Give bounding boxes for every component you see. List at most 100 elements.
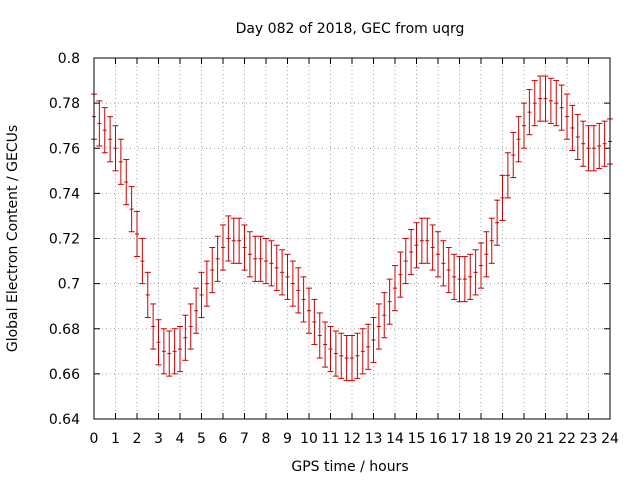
y-tick-label: 0.72 xyxy=(49,232,80,248)
data-point xyxy=(343,335,350,382)
y-tick-label: 0.74 xyxy=(49,186,80,202)
data-point xyxy=(386,278,393,325)
x-tick-label: 3 xyxy=(154,431,163,447)
data-point xyxy=(585,125,592,172)
data-point xyxy=(96,100,103,147)
data-point xyxy=(198,271,205,318)
y-tick-label: 0.68 xyxy=(49,322,80,338)
x-tick-label: 15 xyxy=(408,431,426,447)
data-point xyxy=(107,116,114,163)
data-point xyxy=(494,199,501,246)
plot-frame xyxy=(93,57,611,420)
data-point xyxy=(101,107,108,154)
x-tick-label: 9 xyxy=(283,431,292,447)
data-point xyxy=(230,217,237,264)
data-point xyxy=(478,242,484,289)
data-point xyxy=(268,240,275,287)
data-point xyxy=(359,328,366,375)
data-point xyxy=(445,247,452,294)
data-point xyxy=(596,122,603,170)
x-tick-label: 1 xyxy=(111,431,120,447)
data-point xyxy=(327,325,334,373)
data-point xyxy=(574,113,581,161)
data-point xyxy=(300,276,307,323)
label-layer: 0 1 2 3 4 5 6 7 8 9 10 11 12 13 14 15 16 17 18 19 20 21 22 23 24… xyxy=(49,51,619,447)
y-tick-label: 0.78 xyxy=(49,96,80,112)
y-tick-label: 0.8 xyxy=(58,51,80,67)
data-point xyxy=(338,332,345,379)
x-tick-label: 19 xyxy=(494,431,512,447)
data-point xyxy=(408,228,415,276)
data-point xyxy=(381,292,388,339)
data-point xyxy=(564,93,570,140)
data-point xyxy=(370,316,377,364)
data-point xyxy=(160,328,167,375)
x-tick-label: 12 xyxy=(343,431,361,447)
data-point xyxy=(144,271,151,318)
data-point xyxy=(526,89,533,136)
data-point xyxy=(435,231,441,278)
data-point xyxy=(155,319,162,366)
data-point xyxy=(209,247,216,294)
data-point xyxy=(123,159,130,206)
data-point xyxy=(171,328,178,375)
data-point xyxy=(252,235,259,282)
data-point xyxy=(306,287,312,334)
data-point xyxy=(139,238,146,285)
data-point xyxy=(332,330,339,377)
data-point xyxy=(295,267,302,314)
x-tick-label: 20 xyxy=(515,431,533,447)
data-point xyxy=(553,80,560,127)
data-point xyxy=(279,249,286,296)
data-point xyxy=(128,186,135,233)
data-point xyxy=(451,253,458,300)
data-point xyxy=(214,235,221,282)
x-tick-label: 0 xyxy=(90,431,99,447)
x-tick-label: 21 xyxy=(537,431,555,447)
data-point xyxy=(322,321,329,368)
data-point xyxy=(166,330,173,377)
data-point xyxy=(354,332,361,379)
data-point xyxy=(289,260,296,307)
x-tick-label: 13 xyxy=(365,431,383,447)
x-tick-label: 17 xyxy=(451,431,469,447)
data-point xyxy=(467,253,474,300)
data-point xyxy=(531,80,538,127)
y-tick-label: 0.66 xyxy=(49,367,80,383)
data-point xyxy=(402,238,409,285)
data-point xyxy=(257,235,264,282)
data-point xyxy=(537,75,544,122)
chart-title: Day 082 of 2018, GEC from uqrg xyxy=(236,21,465,37)
x-axis-label: GPS time / hours xyxy=(291,459,408,475)
data-point xyxy=(150,303,157,350)
data-point xyxy=(456,256,463,303)
data-point xyxy=(418,217,425,264)
data-point xyxy=(483,231,490,278)
x-tick-label: 2 xyxy=(133,431,142,447)
data-point xyxy=(413,222,420,269)
data-point xyxy=(225,215,232,262)
data-point xyxy=(558,84,565,131)
data-point xyxy=(499,174,506,221)
data-point xyxy=(316,312,323,359)
data-point xyxy=(311,298,318,346)
data-point xyxy=(284,253,291,300)
data-point xyxy=(547,77,554,124)
data-point xyxy=(246,231,253,278)
x-tick-label: 11 xyxy=(322,431,340,447)
data-point xyxy=(112,125,119,172)
x-tick-label: 24 xyxy=(601,431,619,447)
data-point xyxy=(504,152,511,199)
data-point xyxy=(117,138,124,185)
data-point xyxy=(236,217,243,264)
x-tick-label: 7 xyxy=(240,431,249,447)
data-point xyxy=(365,323,372,370)
data-point xyxy=(203,260,210,307)
data-point xyxy=(569,104,576,152)
data-point xyxy=(429,224,436,271)
x-tick-label: 8 xyxy=(262,431,271,447)
data-point xyxy=(488,217,495,264)
x-tick-label: 16 xyxy=(429,431,447,447)
data-point xyxy=(182,314,189,361)
